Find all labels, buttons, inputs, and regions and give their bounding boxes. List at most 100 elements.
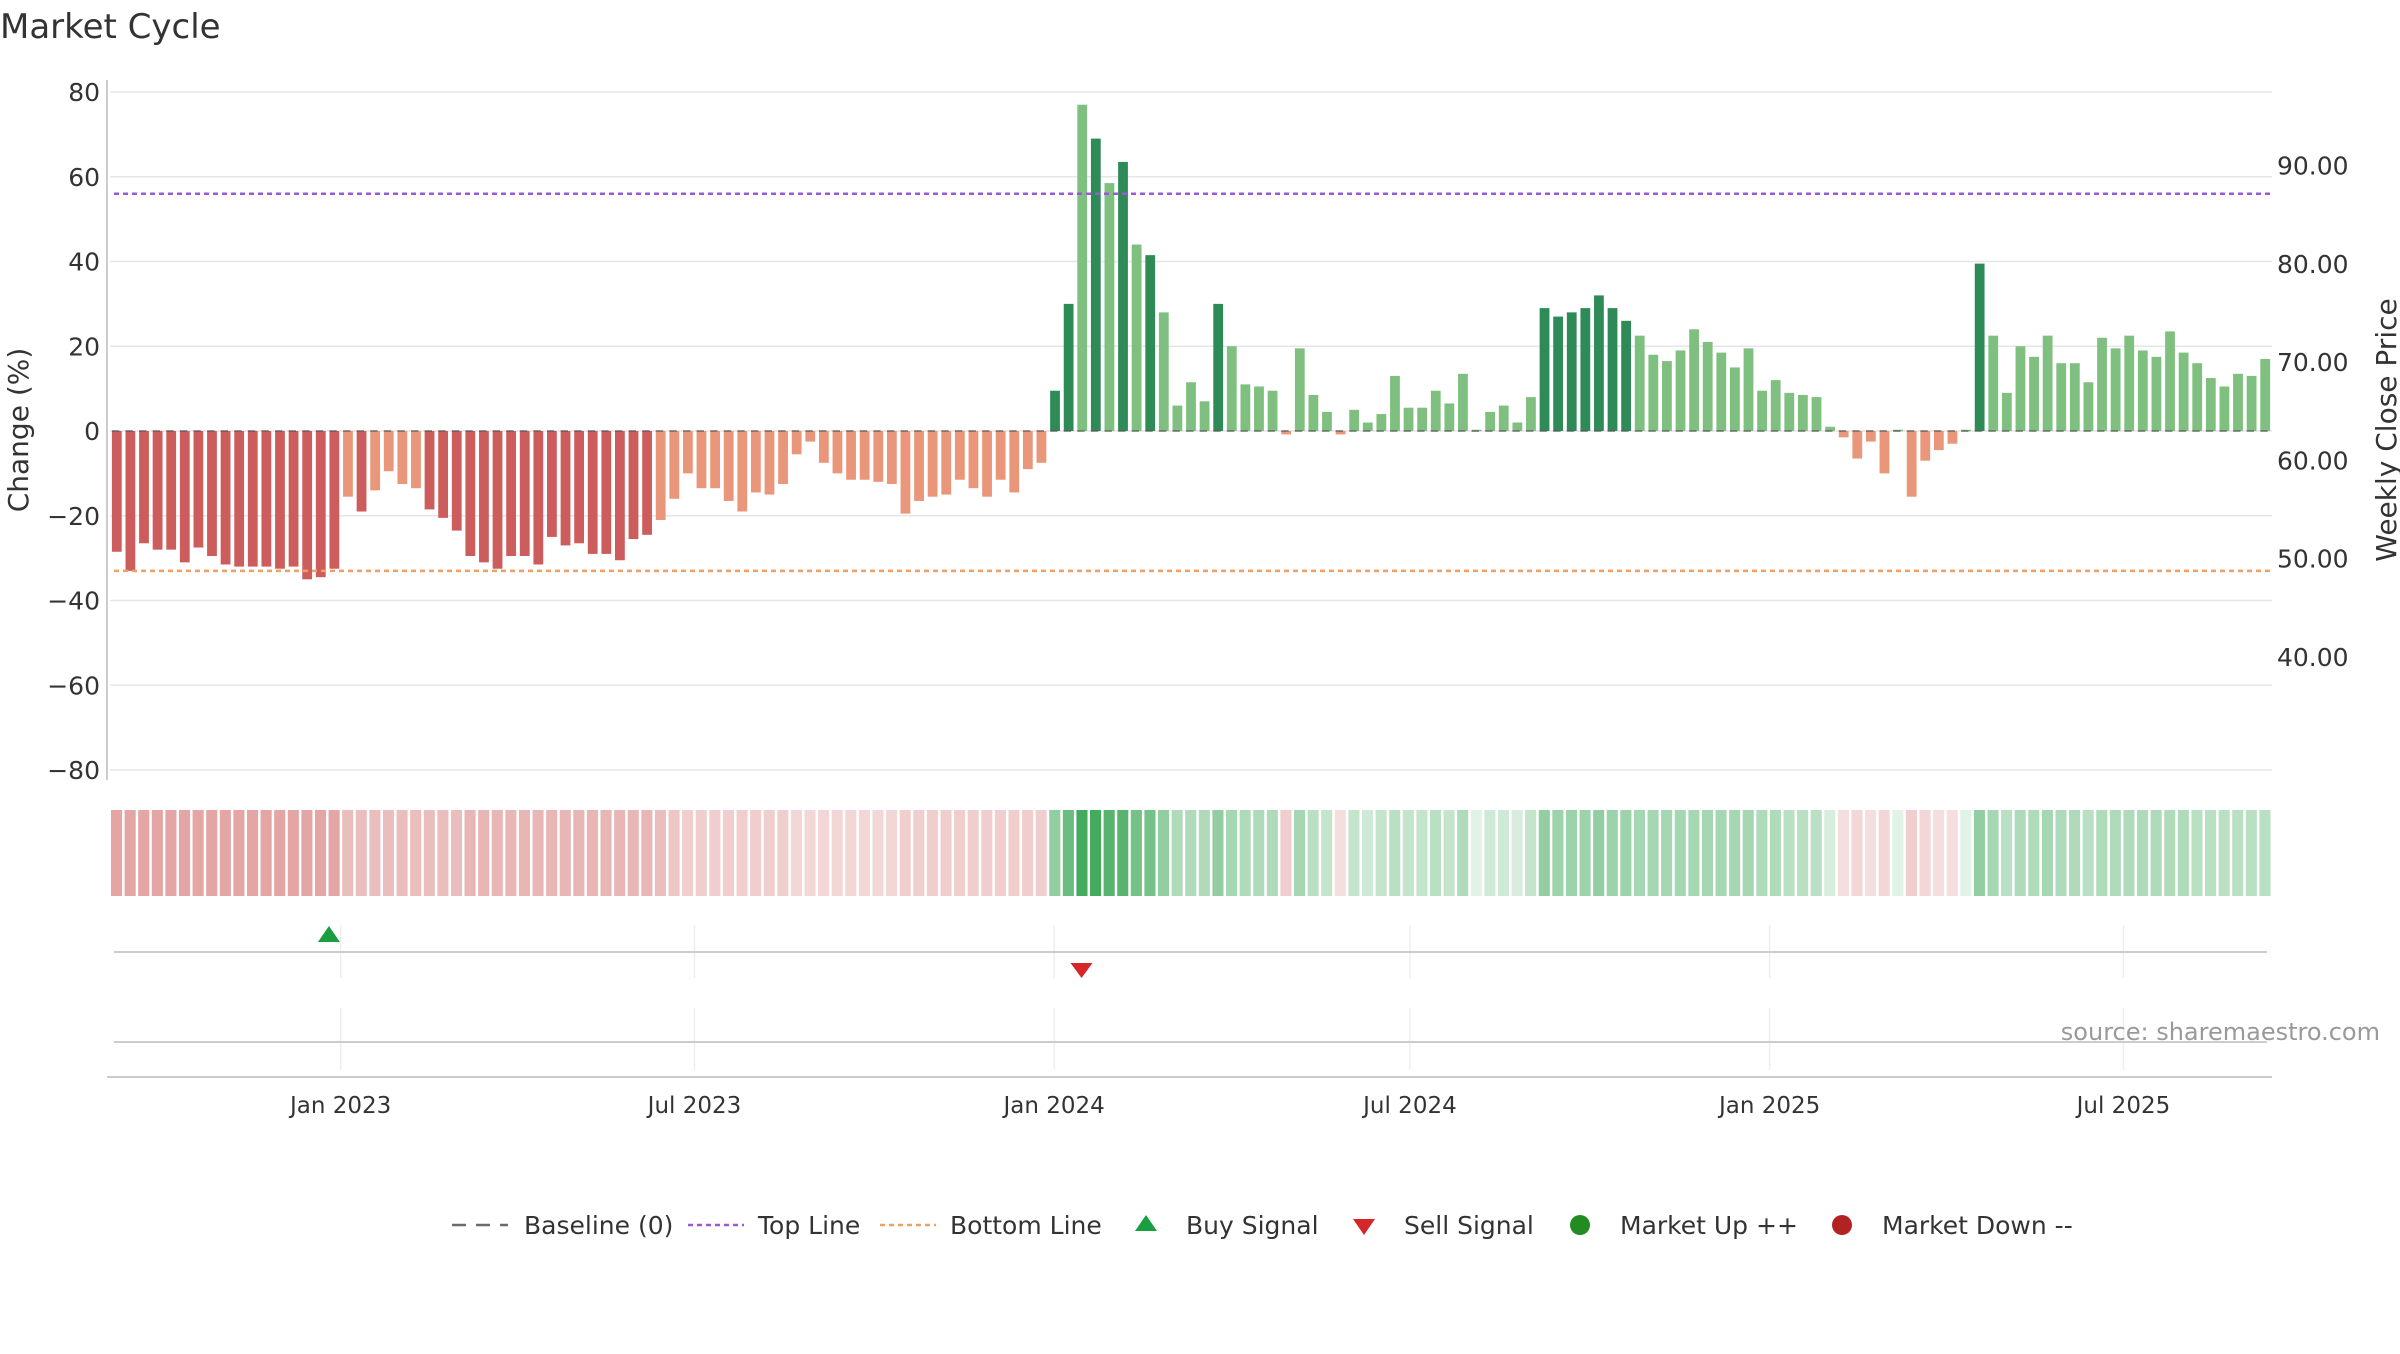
baseline-dash [1172,430,1180,432]
bar [954,431,965,480]
baseline-dash [696,430,704,432]
strength-cell [1878,810,1890,896]
baseline-dash [1417,430,1425,432]
bar [506,431,517,557]
strength-cell [1389,810,1401,896]
y2-tick-label: 50.00 [2277,545,2349,574]
baseline-dash [1988,430,1996,432]
strength-cell [1960,810,1972,896]
legend-label: Sell Signal [1404,1211,1534,1240]
bar [2097,337,2107,431]
strength-cell [2191,810,2203,896]
bar [2137,350,2148,431]
strength-cell [396,810,408,896]
baseline-dash [1498,430,1507,432]
bar [2192,363,2203,431]
baseline-dash [1974,430,1983,432]
baseline-dash [1893,430,1901,432]
strength-cell [1225,810,1238,896]
baseline-dash [1430,430,1439,432]
strength-cell [1865,810,1877,896]
bar [220,431,231,565]
baseline-dash [479,430,487,432]
legend-swatch [1570,1215,1590,1235]
bar [655,431,666,520]
bar [1580,308,1591,431]
baseline-dash [438,430,446,432]
baseline-dash [1022,430,1031,432]
strength-cell [2041,810,2053,896]
strength-cell [1253,810,1265,896]
bar [2001,392,2012,431]
baseline-dash [1471,430,1479,432]
baseline-dash [1879,430,1887,432]
baseline-dash [1961,430,1969,432]
strength-cell [314,810,327,896]
bar [1267,390,1278,431]
bar [737,431,748,512]
y-tick-label: 60 [68,163,100,192]
baseline-dash [587,430,596,432]
x-tick-label: Jan 2023 [288,1093,391,1119]
bar [302,431,313,580]
strength-cell [790,810,802,896]
bar [247,431,258,567]
bar [1458,373,1468,431]
bar [859,431,870,480]
bar [873,431,884,482]
strength-cell [206,810,218,896]
bar [207,431,217,557]
baseline-dash [1186,430,1194,432]
baseline-dash [193,430,201,432]
bar [1322,411,1332,431]
baseline-dash [1539,430,1547,432]
bar [152,431,163,550]
strength-cell [1688,810,1700,896]
strength-cell [1022,810,1034,896]
baseline-dash [1675,430,1683,432]
baseline-dash [329,430,337,432]
bar [1566,312,1577,431]
legend-item: Buy Signal [1135,1211,1319,1240]
strength-cell [1552,810,1564,896]
strength-cell [1620,810,1632,896]
bar [1947,431,1958,444]
strength-cell [219,810,231,896]
bar [968,431,979,489]
bar [1172,405,1183,431]
bar [1009,431,1020,493]
bar [574,431,585,544]
baseline-dash [995,430,1004,432]
baseline-dash [1553,430,1561,432]
strength-cell [2109,810,2121,896]
strength-cell [1973,810,1985,896]
baseline-dash [818,430,827,432]
bar [1730,367,1740,431]
bar [1403,407,1414,431]
baseline-dash [574,430,582,432]
bar [1036,431,1047,463]
strength-cell [1239,810,1251,896]
baseline-dash [1838,430,1847,432]
baseline-dash [356,430,365,432]
baseline-dash [2097,430,2105,432]
baseline-dash [1757,430,1765,432]
strength-cell [709,810,721,896]
baseline-dash [968,430,976,432]
y-tick-label: −20 [47,502,100,531]
bar [1662,361,1672,431]
strength-cell [2177,810,2189,896]
bar [587,431,598,554]
bar [533,431,544,565]
legend-item: Top Line [688,1211,860,1240]
strength-cell [342,810,354,896]
baseline-dash [315,430,324,432]
baseline-dash [2069,430,2078,432]
bar [411,431,421,489]
baseline-dash [1526,430,1534,432]
bar [2042,335,2053,431]
strength-cell [1130,810,1142,896]
bar [356,431,367,512]
strength-cell [450,810,463,896]
bar [791,431,802,455]
